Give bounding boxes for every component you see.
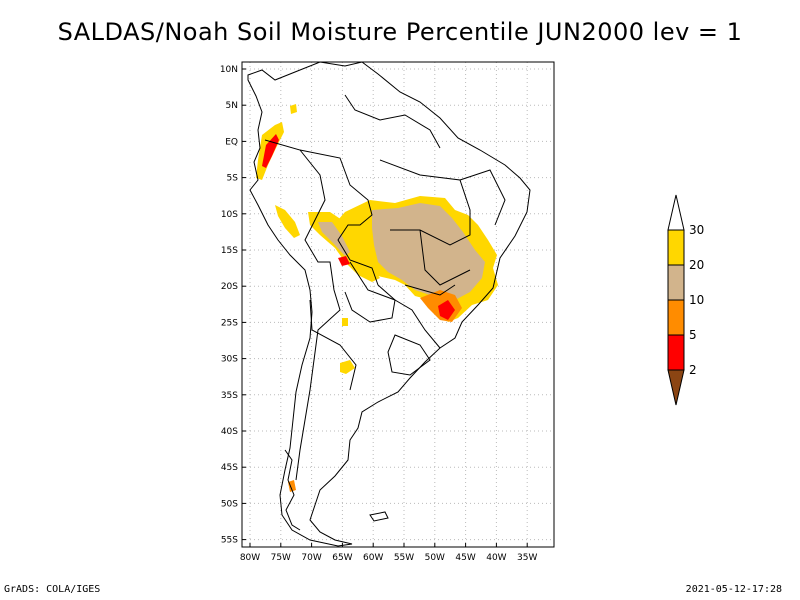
latitude-label: 5N (226, 101, 238, 111)
latitude-label: 10S (221, 210, 238, 220)
latitude-label: 25S (221, 318, 238, 328)
colorbar-label: 20 (689, 258, 704, 272)
latitude-label: EQ (225, 137, 238, 147)
colorbar-label: 2 (689, 363, 697, 377)
longitude-label: 50W (425, 553, 445, 563)
dry-zone-peru-andes (275, 205, 300, 238)
longitude-label: 55W (394, 553, 414, 563)
south-america-outline (247, 61, 531, 547)
colorbar-label: 5 (689, 328, 697, 342)
tan-zone-central-brazil (372, 203, 485, 304)
border-guianas (344, 94, 441, 149)
latitude-label: 55S (221, 536, 238, 546)
chile-archipelago (284, 449, 301, 531)
footer-timestamp: 2021-05-12-17:28 (685, 584, 782, 595)
longitude-label: 65W (332, 553, 352, 563)
border-brazil-west (299, 149, 396, 301)
latitude-labels: 10N 5N EQ 5S 10S 15S 20S 25S 30S 35S 40S 45S 50S 55S (220, 65, 246, 546)
border-andes (264, 139, 341, 481)
map-frame (241, 61, 555, 548)
latitude-label: 5S (227, 174, 239, 184)
brazil-states (379, 159, 506, 296)
dry-spot-paraguay (342, 318, 348, 326)
colorbar-2-5 (667, 334, 685, 371)
latitude-label: 30S (221, 355, 238, 365)
colorbar-5-10 (667, 299, 685, 336)
latitude-label: 50S (221, 499, 238, 509)
border-uruguay (387, 334, 431, 376)
map-title: SALDAS/Noah Soil Moisture Percentile JUN… (57, 18, 743, 46)
longitude-label: 35W (517, 553, 537, 563)
spot-colombia (290, 104, 297, 114)
colorbar-above-30 (667, 194, 685, 231)
border-argentina-chile (309, 299, 357, 391)
longitude-label: 45W (455, 553, 475, 563)
longitude-label: 60W (363, 553, 383, 563)
colorbar-20-30 (667, 229, 685, 266)
colorbar-below-2 (667, 369, 685, 406)
longitude-labels: 80W 75W 70W 65W 60W 55W 50W 45W 40W 35W (240, 543, 537, 563)
red-zone-south-brazil (438, 300, 455, 320)
dry-spot-chile-south (288, 480, 296, 492)
latitude-label: 20S (221, 282, 238, 292)
colorbar-labels: 30 20 10 5 2 (689, 223, 704, 377)
colorbar-label: 10 (689, 293, 704, 307)
border-paraguay (344, 261, 396, 323)
coastlines-and-borders (247, 61, 531, 547)
colorbar-10-20 (667, 264, 685, 301)
dry-spot-argentina (340, 360, 355, 374)
longitude-label: 70W (301, 553, 321, 563)
latitude-label: 10N (220, 65, 238, 75)
red-spot-bolivia (338, 256, 350, 266)
colorbar: 30 20 10 5 2 (667, 194, 704, 406)
border-brazil-south (394, 299, 441, 349)
latitude-label: 35S (221, 391, 238, 401)
map-gridlines (242, 62, 554, 547)
latitude-label: 45S (221, 463, 238, 473)
longitude-label: 40W (486, 553, 506, 563)
footer-credit: GrADS: COLA/IGES (4, 584, 101, 595)
latitude-label: 40S (221, 427, 238, 437)
longitude-label: 75W (271, 553, 291, 563)
falkland-islands (369, 511, 389, 522)
longitude-label: 80W (240, 553, 260, 563)
latitude-label: 15S (221, 246, 238, 256)
soil-moisture-shading (256, 104, 498, 492)
colorbar-label: 30 (689, 223, 704, 237)
